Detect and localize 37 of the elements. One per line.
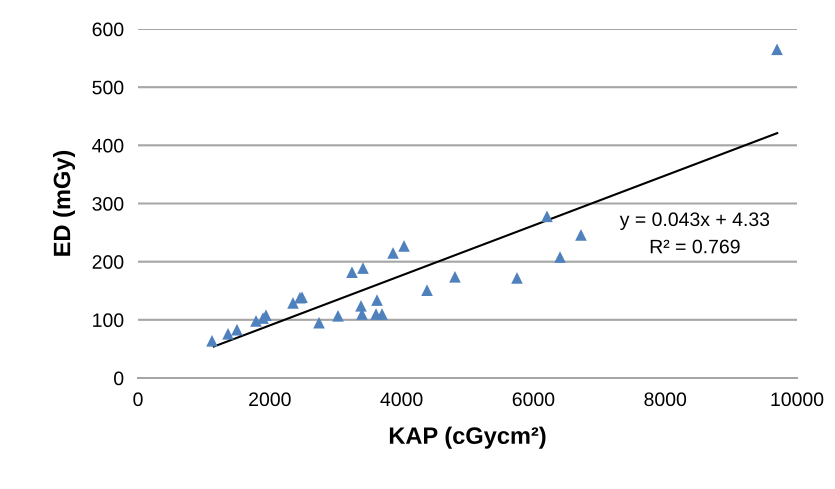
point bbox=[771, 44, 783, 56]
point bbox=[231, 324, 243, 336]
point bbox=[541, 210, 553, 222]
x-tick-label: 0 bbox=[133, 392, 143, 406]
point bbox=[313, 316, 325, 329]
x-tick-label: 8000 bbox=[644, 392, 686, 406]
point bbox=[206, 334, 218, 347]
x-tick-label: 4000 bbox=[380, 392, 422, 406]
y-axis-title: ED (mGy) bbox=[52, 150, 76, 256]
y-tick-label: 0 bbox=[114, 371, 124, 386]
y-tick-label: 600 bbox=[92, 22, 124, 36]
y-tick-label: 400 bbox=[92, 138, 124, 153]
point bbox=[398, 240, 410, 252]
x-tick-label: 6000 bbox=[512, 392, 554, 406]
x-axis-title: KAP (cGycm²) bbox=[390, 426, 546, 449]
x-tick-label: 2000 bbox=[249, 392, 291, 406]
point bbox=[575, 229, 587, 241]
point bbox=[554, 251, 566, 263]
point bbox=[376, 308, 388, 320]
point bbox=[421, 284, 433, 296]
point bbox=[449, 270, 461, 283]
y-tick-label: 200 bbox=[92, 255, 124, 269]
annotation: y = 0.043x + 4.33 bbox=[620, 212, 770, 230]
point bbox=[250, 315, 262, 327]
point bbox=[332, 310, 344, 322]
y-tick-label: 500 bbox=[92, 80, 124, 94]
point bbox=[346, 266, 358, 278]
point bbox=[371, 294, 383, 306]
point bbox=[357, 262, 369, 274]
x-tick-label: 10000 bbox=[771, 392, 824, 406]
point bbox=[511, 272, 523, 284]
point bbox=[222, 328, 234, 340]
annotation: R² = 0.769 bbox=[650, 240, 740, 254]
y-tick-label: 300 bbox=[92, 196, 124, 211]
point bbox=[387, 247, 399, 259]
y-tick-label: 100 bbox=[93, 313, 124, 328]
point bbox=[287, 297, 299, 309]
